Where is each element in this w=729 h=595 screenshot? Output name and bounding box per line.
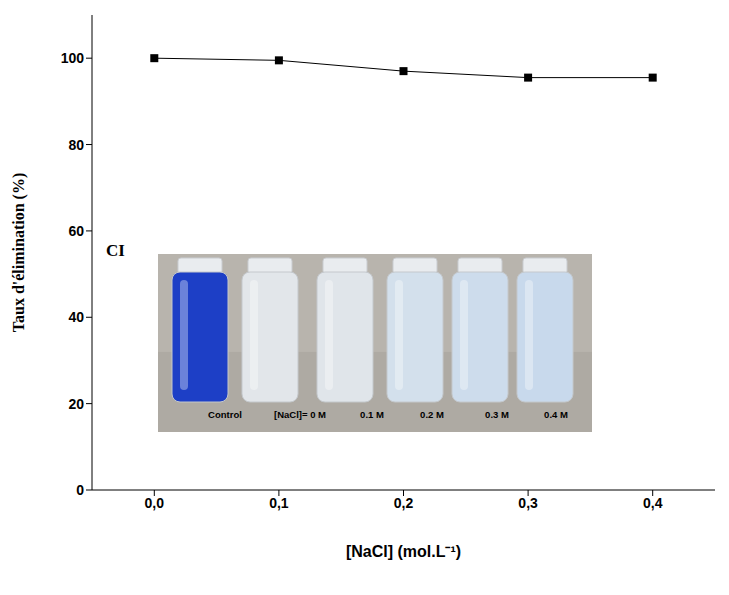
svg-text:40: 40 [68, 309, 84, 325]
svg-text:0,1: 0,1 [269, 495, 289, 511]
svg-text:0,2: 0,2 [394, 495, 414, 511]
svg-text:0: 0 [76, 482, 84, 498]
svg-text:0.1 M: 0.1 M [360, 409, 384, 420]
svg-text:100: 100 [61, 50, 85, 66]
svg-text:0.4 M: 0.4 M [544, 409, 568, 420]
svg-text:CI: CI [106, 241, 125, 260]
svg-text:[NaCl]= 0 M: [NaCl]= 0 M [274, 409, 326, 420]
svg-text:0,4: 0,4 [643, 495, 663, 511]
svg-text:80: 80 [68, 137, 84, 153]
svg-text:0,0: 0,0 [145, 495, 165, 511]
svg-text:[NaCl] (mol.L⁻¹): [NaCl] (mol.L⁻¹) [346, 543, 461, 560]
svg-text:0.2 M: 0.2 M [420, 409, 444, 420]
svg-text:0.3 M: 0.3 M [485, 409, 509, 420]
svg-text:0,3: 0,3 [518, 495, 538, 511]
svg-text:Control: Control [208, 409, 242, 420]
svg-text:60: 60 [68, 223, 84, 239]
svg-text:Taux d'élimination (%): Taux d'élimination (%) [10, 173, 28, 332]
svg-text:20: 20 [68, 396, 84, 412]
